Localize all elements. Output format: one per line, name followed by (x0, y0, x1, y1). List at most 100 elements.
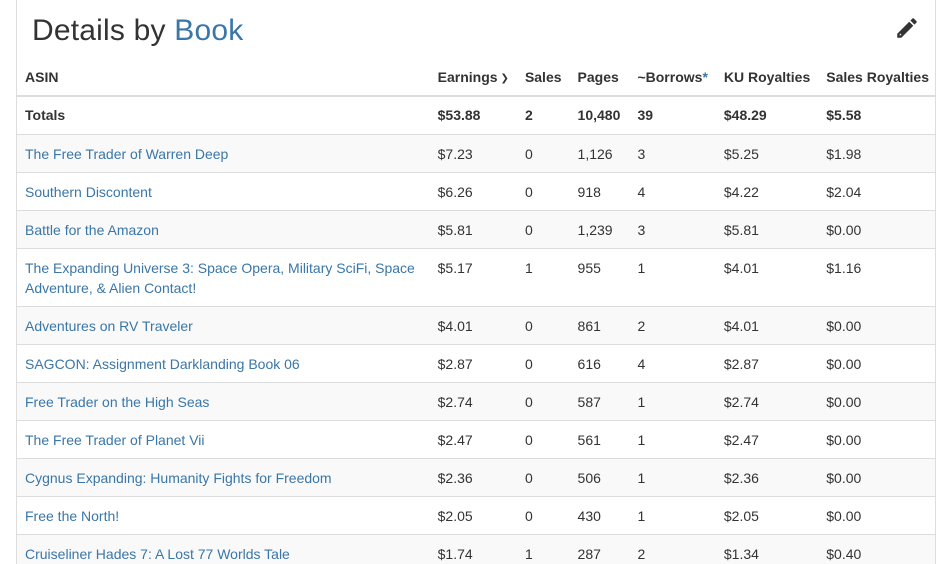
book-borrows-cell: 1 (629, 495, 716, 534)
col-header-pages[interactable]: Pages (569, 58, 630, 97)
book-title-link[interactable]: Battle for the Amazon (25, 221, 159, 238)
book-title-link[interactable]: Free Trader on the High Seas (25, 393, 210, 410)
book-ku-royalties-cell: $4.01 (715, 305, 819, 344)
col-header-borrows[interactable]: ~Borrows* (629, 58, 716, 97)
book-earnings-cell: $2.47 (429, 419, 517, 458)
table-row: The Free Trader of Planet Vii $2.47 0 561 1 $… (17, 419, 935, 458)
book-sales-royalties-cell: $0.00 (818, 495, 935, 534)
details-table: ASIN Earnings ❯ Sales Pages ~Borrows* KU … (17, 58, 935, 564)
book-sales-royalties-cell: $0.00 (818, 209, 935, 248)
book-ku-royalties-cell: $1.34 (715, 533, 819, 564)
table-row: Cygnus Expanding: Humanity Fights for Fr… (17, 457, 935, 496)
totals-row: Totals $53.88 2 10,480 39 $48.29 $5.58 (17, 95, 935, 135)
book-sales-royalties-cell: $0.40 (818, 533, 935, 564)
book-earnings-cell: $6.26 (429, 171, 517, 210)
book-title-link[interactable]: The Free Trader of Warren Deep (25, 145, 229, 162)
book-title-cell: The Free Trader of Warren Deep (17, 133, 430, 172)
col-header-sales-royalties[interactable]: Sales Royalties (818, 58, 935, 97)
totals-borrows: 39 (629, 95, 716, 135)
book-sales-royalties-cell: $0.00 (818, 457, 935, 496)
book-sales-royalties-cell: $1.98 (818, 133, 935, 172)
col-header-borrows-label: ~Borrows (637, 68, 703, 85)
pencil-icon (897, 18, 917, 38)
col-header-ku-royalties[interactable]: KU Royalties (715, 58, 819, 97)
book-pages-cell: 1,126 (569, 133, 630, 172)
book-borrows-cell: 2 (629, 305, 716, 344)
book-title-link[interactable]: SAGCON: Assignment Darklanding Book 06 (25, 355, 300, 372)
book-earnings-cell: $4.01 (429, 305, 517, 344)
table-row: Free Trader on the High Seas $2.74 0 587 1 $2… (17, 381, 935, 420)
totals-pages: 10,480 (569, 95, 630, 135)
table-row: Battle for the Amazon $5.81 0 1,239 3 $5.81 $0… (17, 209, 935, 248)
edit-button[interactable] (893, 14, 921, 42)
book-ku-royalties-cell: $4.01 (715, 247, 819, 306)
table-row: SAGCON: Assignment Darklanding Book 06 $2… (17, 343, 935, 382)
book-earnings-cell: $2.87 (429, 343, 517, 382)
book-sales-royalties-cell: $1.16 (818, 247, 935, 306)
book-ku-royalties-cell: $2.47 (715, 419, 819, 458)
book-borrows-cell: 4 (629, 171, 716, 210)
book-sales-cell: 0 (516, 419, 570, 458)
book-sales-cell: 0 (516, 133, 570, 172)
col-header-asin[interactable]: ASIN (17, 58, 430, 97)
book-title-link[interactable]: The Free Trader of Planet Vii (25, 431, 205, 448)
book-title-cell: Free the North! (17, 495, 430, 534)
book-pages-cell: 506 (569, 457, 630, 496)
book-title-link[interactable]: Free the North! (25, 507, 120, 524)
book-ku-royalties-cell: $5.81 (715, 209, 819, 248)
borrows-footnote-marker[interactable]: * (702, 68, 708, 85)
book-ku-royalties-cell: $2.74 (715, 381, 819, 420)
book-title-cell: Free Trader on the High Seas (17, 381, 430, 420)
col-header-earnings-label: Earnings (437, 68, 498, 85)
book-borrows-cell: 1 (629, 381, 716, 420)
table-row: Adventures on RV Traveler $4.01 0 861 2 $4.01… (17, 305, 935, 344)
col-header-earnings[interactable]: Earnings ❯ (429, 58, 517, 97)
table-row: Free the North! $2.05 0 430 1 $2.05 $0.00 (17, 495, 935, 534)
book-borrows-cell: 3 (629, 209, 716, 248)
book-title-link[interactable]: Cygnus Expanding: Humanity Fights for Fr… (25, 469, 332, 486)
book-earnings-cell: $5.81 (429, 209, 517, 248)
book-pages-cell: 955 (569, 247, 630, 306)
book-earnings-cell: $2.05 (429, 495, 517, 534)
book-title-cell: SAGCON: Assignment Darklanding Book 06 (17, 343, 430, 382)
book-borrows-cell: 4 (629, 343, 716, 382)
book-borrows-cell: 1 (629, 419, 716, 458)
totals-ku-royalties: $48.29 (715, 95, 819, 135)
book-pages-cell: 1,239 (569, 209, 630, 248)
book-borrows-cell: 1 (629, 247, 716, 306)
book-sales-cell: 0 (516, 305, 570, 344)
book-earnings-cell: $2.36 (429, 457, 517, 496)
title-accent: Book (174, 14, 244, 47)
book-pages-cell: 587 (569, 381, 630, 420)
book-pages-cell: 561 (569, 419, 630, 458)
book-ku-royalties-cell: $4.22 (715, 171, 819, 210)
book-title-cell: Battle for the Amazon (17, 209, 430, 248)
book-sales-royalties-cell: $0.00 (818, 343, 935, 382)
book-sales-cell: 0 (516, 171, 570, 210)
book-earnings-cell: $2.74 (429, 381, 517, 420)
book-pages-cell: 430 (569, 495, 630, 534)
book-ku-royalties-cell: $5.25 (715, 133, 819, 172)
book-title-link[interactable]: Cruiseliner Hades 7: A Lost 77 Worlds Ta… (25, 545, 290, 562)
book-sales-royalties-cell: $2.04 (818, 171, 935, 210)
book-pages-cell: 918 (569, 171, 630, 210)
book-borrows-cell: 1 (629, 457, 716, 496)
book-sales-cell: 0 (516, 381, 570, 420)
book-earnings-cell: $7.23 (429, 133, 517, 172)
col-header-sales[interactable]: Sales (516, 58, 570, 97)
totals-sales: 2 (516, 95, 570, 135)
book-title-cell: The Free Trader of Planet Vii (17, 419, 430, 458)
table-row: Southern Discontent $6.26 0 918 4 $4.22 $2.04 (17, 171, 935, 210)
book-earnings-cell: $5.17 (429, 247, 517, 306)
details-by-book-panel: Details by Book ASIN Earnings ❯ Sales Pag… (16, 0, 936, 564)
title-prefix: Details by (32, 14, 166, 47)
book-pages-cell: 287 (569, 533, 630, 564)
book-sales-cell: 0 (516, 457, 570, 496)
book-title-cell: Cygnus Expanding: Humanity Fights for Fr… (17, 457, 430, 496)
book-sales-cell: 0 (516, 209, 570, 248)
book-title-link[interactable]: The Expanding Universe 3: Space Opera, M… (25, 259, 415, 296)
totals-label: Totals (17, 95, 430, 135)
totals-sales-royalties: $5.58 (818, 95, 935, 135)
book-title-link[interactable]: Southern Discontent (25, 183, 152, 200)
book-title-link[interactable]: Adventures on RV Traveler (25, 317, 193, 334)
